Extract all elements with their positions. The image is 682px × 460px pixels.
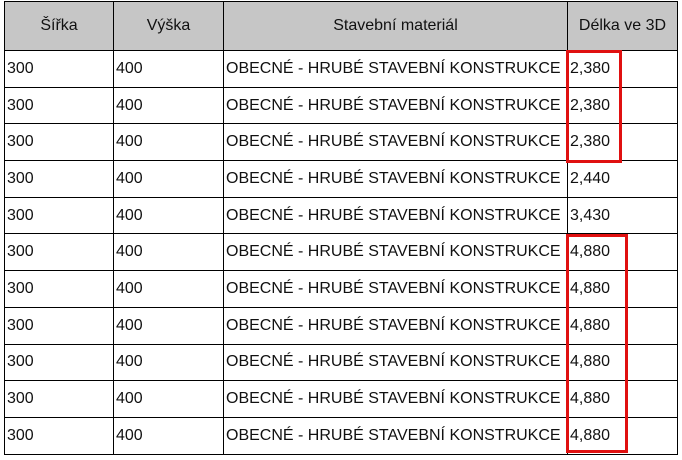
cell-height[interactable]: 400 — [113, 123, 224, 162]
cell-length-3d[interactable]: 4,880 — [567, 233, 678, 272]
cell-width[interactable]: 300 — [4, 160, 114, 198]
cell-material[interactable]: OBECNÉ - HRUBÉ STAVEBNÍ KONSTRUKCE — [223, 123, 568, 162]
cell-material[interactable]: OBECNÉ - HRUBÉ STAVEBNÍ KONSTRUKCE — [223, 233, 568, 272]
cell-width[interactable]: 300 — [4, 306, 114, 345]
cell-material[interactable]: OBECNÉ - HRUBÉ STAVEBNÍ KONSTRUKCE — [223, 270, 568, 308]
table-row: 300 400 OBECNÉ - HRUBÉ STAVEBNÍ KONSTRUKCE… — [4, 416, 678, 455]
cell-height[interactable]: 400 — [113, 233, 224, 272]
table-row: 300 400 OBECNÉ - HRUBÉ STAVEBNÍ KONSTRUKCE… — [4, 160, 678, 198]
header-width[interactable]: Šířka — [4, 1, 114, 51]
cell-material[interactable]: OBECNÉ - HRUBÉ STAVEBNÍ KONSTRUKCE — [223, 86, 568, 125]
cell-height[interactable]: 400 — [113, 196, 224, 235]
table-row: 300 400 OBECNÉ - HRUBÉ STAVEBNÍ KONSTRUKCE… — [4, 306, 678, 345]
cell-length-3d[interactable]: 4,880 — [567, 343, 678, 382]
cell-length-3d[interactable]: 4,880 — [567, 380, 678, 418]
cell-height[interactable]: 400 — [113, 50, 224, 88]
cell-length-3d[interactable]: 4,880 — [567, 306, 678, 345]
cell-length-3d[interactable]: 2,380 — [567, 86, 678, 125]
cell-length-3d[interactable]: 3,430 — [567, 196, 678, 235]
cell-width[interactable]: 300 — [4, 50, 114, 88]
cell-width[interactable]: 300 — [4, 416, 114, 455]
cell-width[interactable]: 300 — [4, 86, 114, 125]
cell-length-3d[interactable]: 4,880 — [567, 416, 678, 455]
cell-length-3d[interactable]: 2,380 — [567, 123, 678, 162]
cell-height[interactable]: 400 — [113, 270, 224, 308]
table-row: 300 400 OBECNÉ - HRUBÉ STAVEBNÍ KONSTRUKCE… — [4, 233, 678, 272]
cell-height[interactable]: 400 — [113, 86, 224, 125]
table-row: 300 400 OBECNÉ - HRUBÉ STAVEBNÍ KONSTRUKCE… — [4, 196, 678, 235]
cell-width[interactable]: 300 — [4, 380, 114, 418]
cell-material[interactable]: OBECNÉ - HRUBÉ STAVEBNÍ KONSTRUKCE — [223, 343, 568, 382]
table-row: 300 400 OBECNÉ - HRUBÉ STAVEBNÍ KONSTRUKCE… — [4, 270, 678, 308]
cell-length-3d[interactable]: 4,880 — [567, 270, 678, 308]
schedule-table: Šířka Výška Stavební materiál Délka ve 3… — [4, 1, 678, 455]
cell-material[interactable]: OBECNÉ - HRUBÉ STAVEBNÍ KONSTRUKCE — [223, 416, 568, 455]
table-row: 300 400 OBECNÉ - HRUBÉ STAVEBNÍ KONSTRUKCE… — [4, 343, 678, 382]
table-row: 300 400 OBECNÉ - HRUBÉ STAVEBNÍ KONSTRUKCE… — [4, 380, 678, 418]
header-length-3d[interactable]: Délka ve 3D — [567, 1, 678, 51]
cell-material[interactable]: OBECNÉ - HRUBÉ STAVEBNÍ KONSTRUKCE — [223, 306, 568, 345]
header-row: Šířka Výška Stavební materiál Délka ve 3… — [4, 1, 678, 51]
cell-height[interactable]: 400 — [113, 416, 224, 455]
cell-width[interactable]: 300 — [4, 270, 114, 308]
cell-height[interactable]: 400 — [113, 380, 224, 418]
table-row: 300 400 OBECNÉ - HRUBÉ STAVEBNÍ KONSTRUKCE… — [4, 86, 678, 125]
cell-material[interactable]: OBECNÉ - HRUBÉ STAVEBNÍ KONSTRUKCE — [223, 196, 568, 235]
cell-material[interactable]: OBECNÉ - HRUBÉ STAVEBNÍ KONSTRUKCE — [223, 50, 568, 88]
cell-material[interactable]: OBECNÉ - HRUBÉ STAVEBNÍ KONSTRUKCE — [223, 380, 568, 418]
header-height[interactable]: Výška — [113, 1, 224, 51]
cell-height[interactable]: 400 — [113, 306, 224, 345]
cell-width[interactable]: 300 — [4, 123, 114, 162]
cell-material[interactable]: OBECNÉ - HRUBÉ STAVEBNÍ KONSTRUKCE — [223, 160, 568, 198]
table-row: 300 400 OBECNÉ - HRUBÉ STAVEBNÍ KONSTRUKCE… — [4, 50, 678, 88]
cell-width[interactable]: 300 — [4, 196, 114, 235]
header-material[interactable]: Stavební materiál — [223, 1, 568, 51]
table-row: 300 400 OBECNÉ - HRUBÉ STAVEBNÍ KONSTRUKCE… — [4, 123, 678, 162]
cell-length-3d[interactable]: 2,380 — [567, 50, 678, 88]
cell-width[interactable]: 300 — [4, 233, 114, 272]
cell-height[interactable]: 400 — [113, 343, 224, 382]
cell-length-3d[interactable]: 2,440 — [567, 160, 678, 198]
cell-width[interactable]: 300 — [4, 343, 114, 382]
cell-height[interactable]: 400 — [113, 160, 224, 198]
